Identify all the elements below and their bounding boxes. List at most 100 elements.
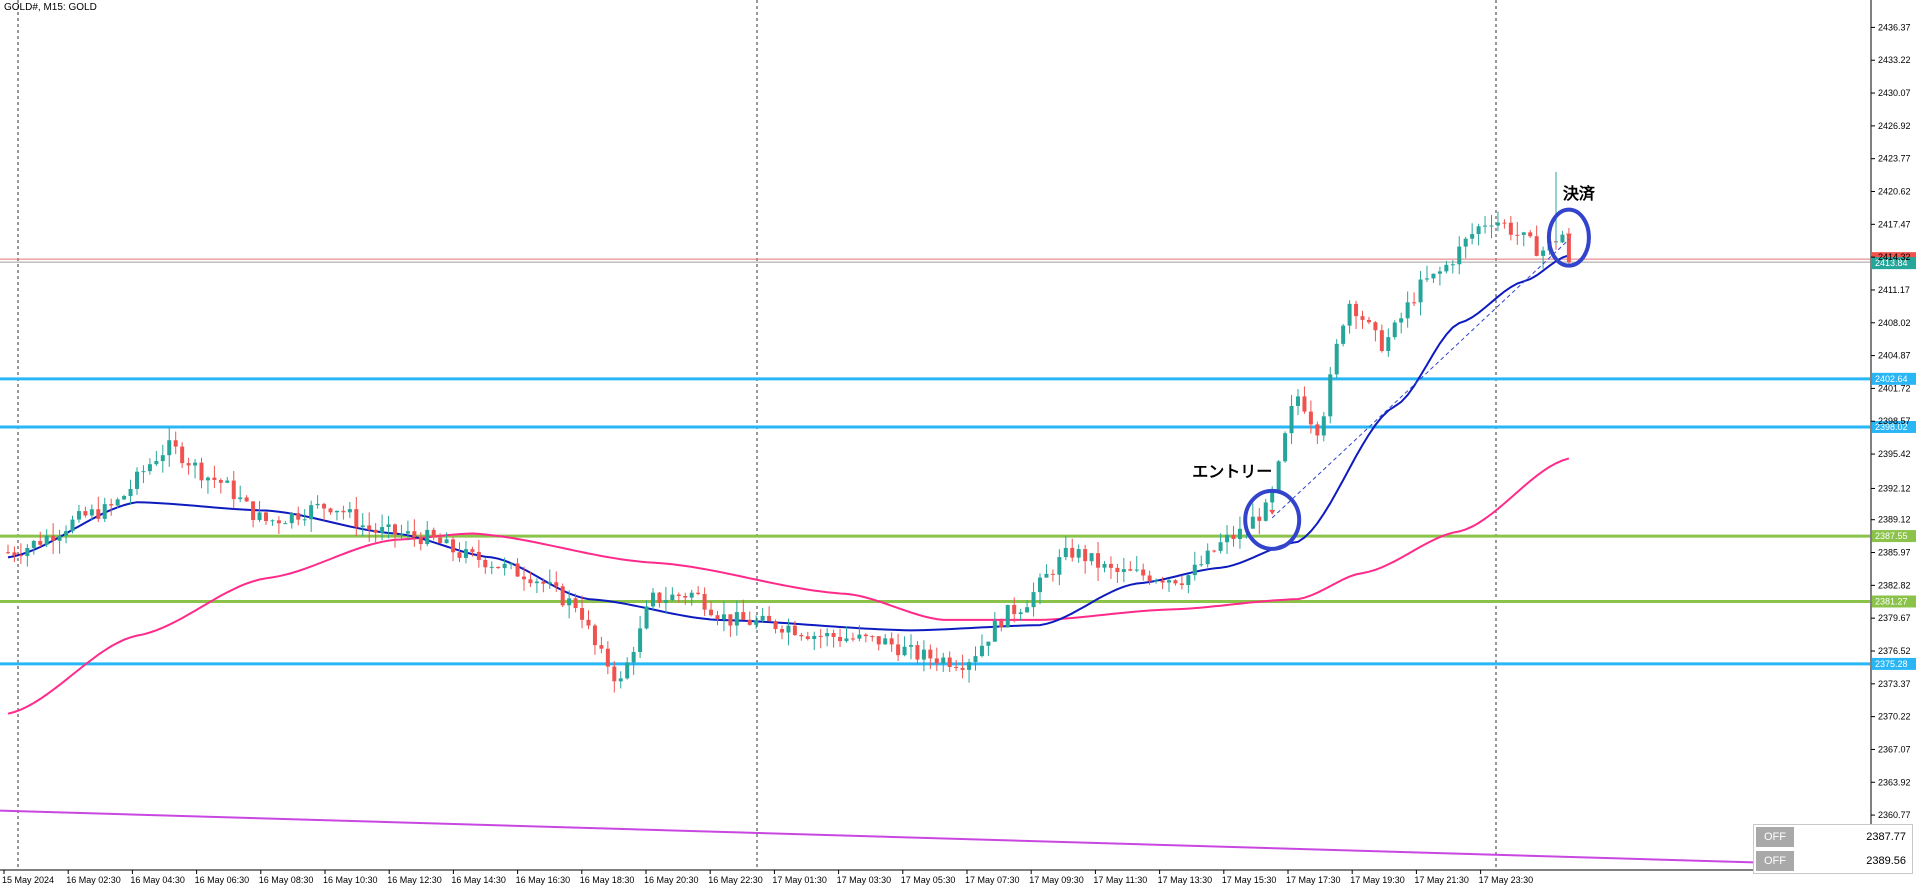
candles xyxy=(6,171,1571,693)
candle xyxy=(244,495,249,502)
candle-body xyxy=(44,535,49,545)
candle xyxy=(1134,556,1139,573)
candle xyxy=(1360,310,1365,329)
candle-body xyxy=(451,539,456,553)
candle-body xyxy=(31,540,36,548)
candle xyxy=(767,606,772,622)
candle xyxy=(457,542,462,563)
candle xyxy=(1483,216,1488,234)
candle xyxy=(393,523,397,548)
candle xyxy=(825,628,830,647)
candle xyxy=(1418,270,1423,316)
candle-body xyxy=(1237,528,1242,540)
candle xyxy=(115,497,120,509)
candle-body xyxy=(1444,264,1449,272)
candle-body xyxy=(651,592,655,607)
candle-body xyxy=(573,598,578,609)
candle-body xyxy=(1334,343,1339,375)
candle-body xyxy=(218,480,223,483)
candle-body xyxy=(1179,583,1184,586)
price-tick-label: 2398.57 xyxy=(1878,416,1911,426)
candle xyxy=(1147,570,1152,585)
candle xyxy=(702,587,707,616)
candle xyxy=(431,527,436,541)
candle xyxy=(554,571,559,592)
candle-body xyxy=(1012,604,1017,615)
candle-body xyxy=(393,524,397,535)
price-tick-label: 2382.82 xyxy=(1878,580,1911,590)
candle-body xyxy=(1566,234,1571,263)
candle-body xyxy=(915,645,920,660)
candle xyxy=(425,520,430,547)
candle-body xyxy=(367,525,372,530)
candle-body xyxy=(193,462,198,466)
panel-value: 2389.56 xyxy=(1866,855,1906,867)
time-tick-label: 17 May 17:30 xyxy=(1286,875,1341,885)
candle xyxy=(360,513,365,537)
candle xyxy=(1296,389,1300,416)
candle-body xyxy=(612,666,617,682)
candle xyxy=(1450,260,1455,274)
candle xyxy=(651,587,655,610)
candle xyxy=(1276,459,1281,493)
time-tick-label: 17 May 19:30 xyxy=(1350,875,1405,885)
time-tick-label: 17 May 21:30 xyxy=(1414,875,1469,885)
candle-body xyxy=(315,503,320,506)
candle xyxy=(38,531,43,547)
candle xyxy=(605,641,610,675)
candle-body xyxy=(528,579,533,584)
panel-row: OFF 2389.56 xyxy=(1754,849,1912,873)
candle xyxy=(889,632,894,652)
exit-circle xyxy=(1546,207,1591,268)
off-button[interactable]: OFF xyxy=(1756,827,1794,847)
candle xyxy=(928,644,933,670)
candle-body xyxy=(1218,542,1223,551)
candle xyxy=(644,600,649,630)
candle-body xyxy=(560,586,565,606)
candle xyxy=(721,601,726,632)
level-price-label: 2381.27 xyxy=(1875,596,1908,606)
candle xyxy=(18,543,23,564)
candle xyxy=(715,611,720,626)
candle-body xyxy=(1328,374,1333,417)
candle-body xyxy=(1341,325,1346,344)
candle-body xyxy=(1231,534,1236,540)
candle xyxy=(1379,324,1384,353)
candle xyxy=(199,457,204,489)
candle xyxy=(160,444,165,473)
candle-body xyxy=(244,497,249,502)
level-price-tag xyxy=(1872,372,1916,385)
candle-body xyxy=(992,620,997,642)
candle xyxy=(612,661,617,693)
candle-body xyxy=(51,535,56,541)
candle xyxy=(1495,211,1500,232)
candle xyxy=(1508,216,1513,241)
time-tick-label: 17 May 11:30 xyxy=(1093,875,1147,885)
candle-body xyxy=(1399,318,1404,323)
candle xyxy=(173,431,178,455)
candle xyxy=(193,459,198,479)
candle xyxy=(734,600,739,636)
candle xyxy=(967,658,972,683)
candle xyxy=(973,646,978,671)
price-tick-label: 2430.07 xyxy=(1878,88,1911,98)
candle-body xyxy=(1225,534,1230,543)
candle xyxy=(960,654,965,679)
candle xyxy=(1457,236,1462,275)
candle xyxy=(560,583,565,608)
candle-body xyxy=(1560,234,1565,243)
candle xyxy=(986,641,991,656)
candle xyxy=(689,589,694,606)
candle xyxy=(657,591,662,608)
candle-body xyxy=(979,645,984,657)
candle xyxy=(109,498,114,516)
off-button[interactable]: OFF xyxy=(1756,851,1794,871)
candle-body xyxy=(334,510,339,513)
candle xyxy=(1160,576,1165,590)
price-tick-label: 2417.47 xyxy=(1878,219,1911,229)
price-tick-label: 2408.02 xyxy=(1878,318,1911,328)
candle-body xyxy=(1276,461,1281,491)
time-tick-label: 17 May 15:30 xyxy=(1222,875,1277,885)
